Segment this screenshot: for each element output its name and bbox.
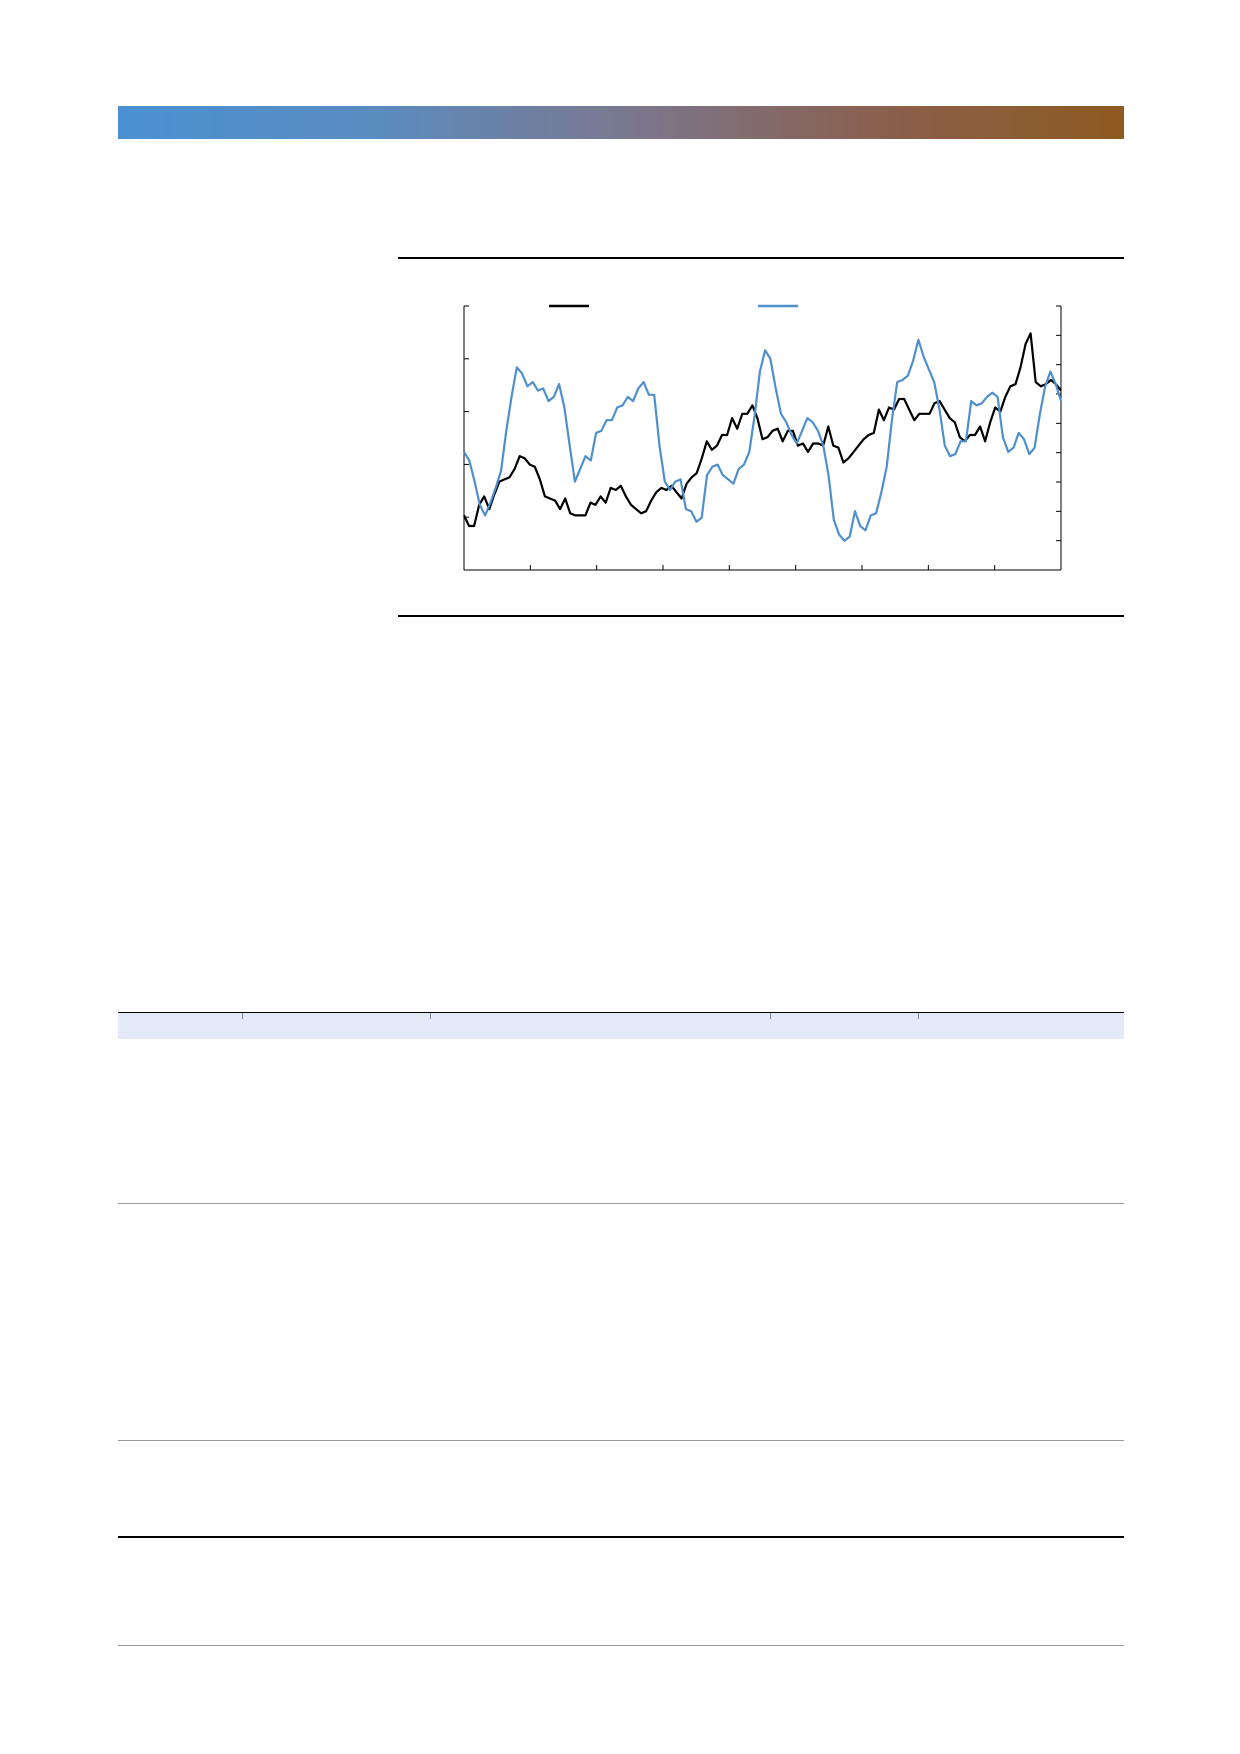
table-column-separator	[242, 1013, 243, 1019]
table-header-band	[118, 1013, 1124, 1039]
table-row-divider	[118, 1440, 1124, 1441]
line-chart	[463, 304, 1063, 571]
table-column-separator	[918, 1013, 919, 1019]
series-line	[463, 332, 1062, 528]
chart-top-rule	[398, 257, 1124, 259]
table-column-separator	[770, 1013, 771, 1019]
series-line	[463, 338, 1063, 542]
table-row-divider	[118, 1203, 1124, 1204]
table-column-separator	[430, 1013, 431, 1019]
chart-axes	[463, 305, 1062, 571]
table-bottom-rule	[118, 1645, 1124, 1646]
chart-series-group	[463, 332, 1063, 542]
table-section-rule	[118, 1536, 1124, 1538]
chart-bottom-rule	[398, 615, 1124, 617]
header-banner	[118, 106, 1124, 139]
table-top-rule	[118, 1012, 1124, 1013]
